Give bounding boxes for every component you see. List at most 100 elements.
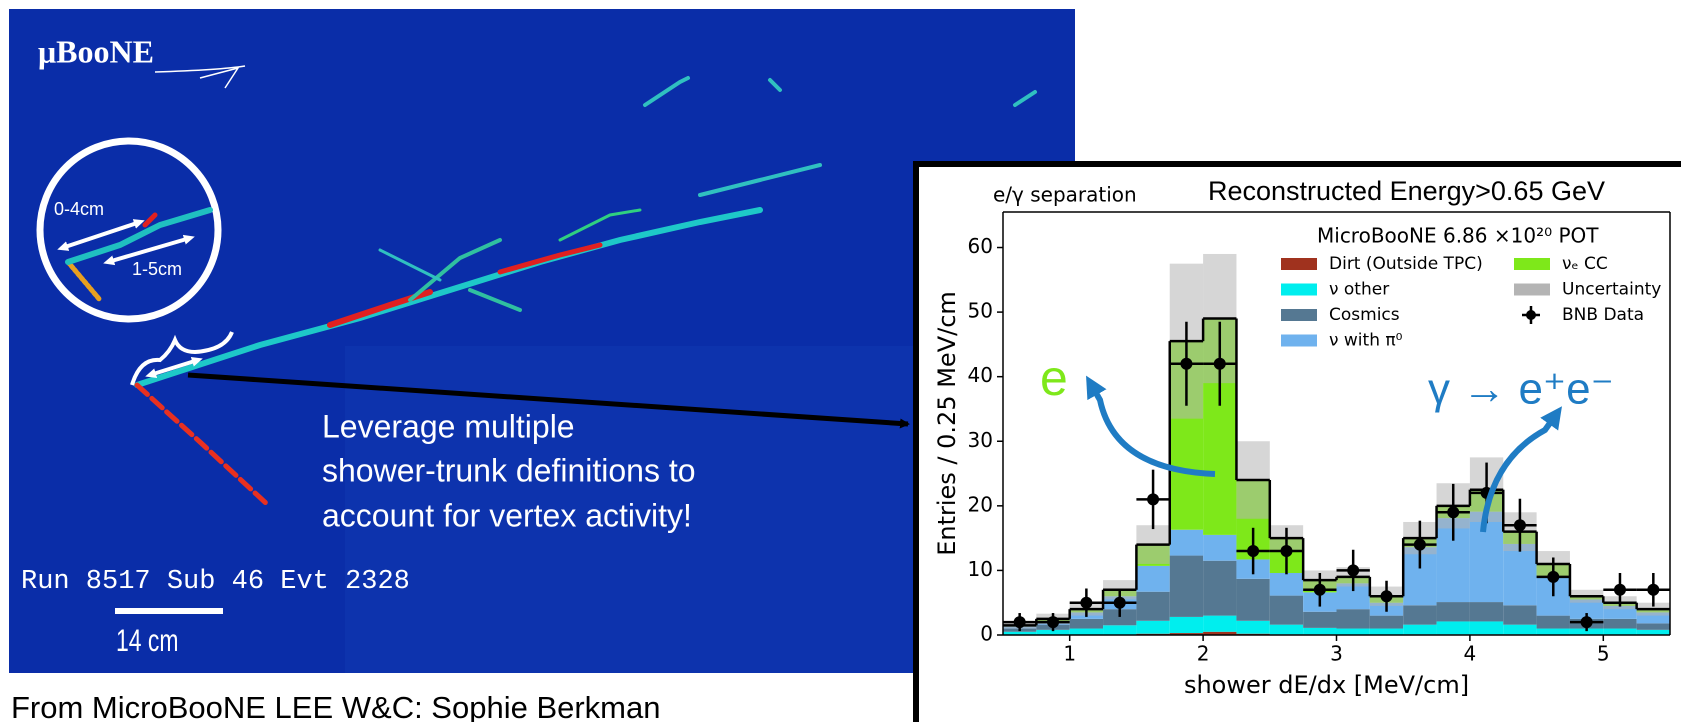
legend-label: Cosmics xyxy=(1329,305,1400,325)
legend-title: MicroBooNE 6.86 ×10²⁰ POT xyxy=(1317,224,1599,248)
data-point xyxy=(1347,564,1360,577)
data-point xyxy=(1447,506,1460,519)
stack-segment xyxy=(1603,618,1637,629)
scale-label: 14 cm xyxy=(116,623,178,658)
stack-segment xyxy=(1336,628,1370,635)
stack-segment xyxy=(1103,625,1137,635)
inset-label: 1-5cm xyxy=(132,259,182,279)
stack-segment xyxy=(1469,621,1504,635)
stack-segment xyxy=(1236,578,1270,621)
y-tick-label: 20 xyxy=(968,492,993,516)
stack-segment xyxy=(1169,616,1204,634)
inset-circle xyxy=(36,137,222,323)
data-point xyxy=(1413,538,1426,551)
data-point xyxy=(1247,545,1260,558)
stack-segment xyxy=(1503,605,1537,625)
run-label: Run 8517 Sub 46 Evt 2328 xyxy=(21,567,410,597)
annotation-e: e xyxy=(1040,350,1068,406)
chart-subtitle: e/γ separation xyxy=(993,183,1137,207)
stack-segment xyxy=(1636,629,1670,635)
data-point xyxy=(1080,596,1093,609)
stack-segment xyxy=(1269,624,1304,635)
stack-segment xyxy=(1103,609,1137,626)
data-point xyxy=(1380,590,1393,603)
logo-mark xyxy=(154,65,246,89)
x-tick-label: 2 xyxy=(1197,642,1210,666)
legend-swatch xyxy=(1281,309,1317,321)
legend-label: ν other xyxy=(1329,280,1389,300)
annotation-line: Leverage multiple xyxy=(322,408,575,444)
stack-segment xyxy=(1603,628,1637,635)
data-point xyxy=(1013,616,1026,629)
legend-marker xyxy=(1526,310,1536,320)
annotation-line: shower-trunk definitions to xyxy=(322,452,696,488)
stack-segment xyxy=(1169,529,1204,556)
stack-segment xyxy=(1203,615,1237,632)
data-point xyxy=(1280,545,1293,558)
data-point xyxy=(1580,616,1593,629)
legend-label: Dirt (Outside TPC) xyxy=(1329,254,1483,274)
stack-segment xyxy=(1569,628,1604,635)
stack-segment xyxy=(1569,599,1604,619)
chart-title: Reconstructed Energy>0.65 GeV xyxy=(1208,176,1605,206)
legend-swatch xyxy=(1281,283,1317,296)
stack-segment xyxy=(1169,633,1204,635)
stack-segment xyxy=(1303,627,1337,635)
x-tick-label: 5 xyxy=(1597,642,1610,666)
legend-label: BNB Data xyxy=(1562,305,1644,325)
stack-segment xyxy=(1536,628,1570,635)
y-tick-label: 10 xyxy=(968,557,993,581)
data-point xyxy=(1647,583,1660,596)
stack-segment xyxy=(1636,612,1670,624)
stack-segment xyxy=(1069,618,1104,629)
data-point xyxy=(1513,519,1526,532)
stack-segment xyxy=(1136,620,1170,634)
stack-segment xyxy=(1269,573,1304,596)
stack-segment xyxy=(1636,623,1670,630)
stack-segment xyxy=(1503,543,1537,606)
y-tick-label: 50 xyxy=(968,299,993,323)
legend-swatch xyxy=(1514,258,1550,270)
stack-segment xyxy=(1136,565,1170,592)
data-point xyxy=(1313,583,1326,596)
inset-arrow xyxy=(103,234,195,266)
stack-segment xyxy=(1036,629,1070,635)
pointer-arrow xyxy=(187,372,910,429)
inset-label: 0-4cm xyxy=(54,199,104,219)
x-tick-label: 4 xyxy=(1464,642,1477,666)
y-tick-label: 40 xyxy=(968,363,993,387)
y-tick-label: 0 xyxy=(980,622,993,646)
scale-bar xyxy=(115,608,223,614)
data-point xyxy=(1047,616,1060,629)
stack-segment xyxy=(1236,620,1270,634)
data-point xyxy=(1180,357,1193,370)
stack-segment xyxy=(1069,628,1104,635)
x-tick-label: 3 xyxy=(1330,642,1343,666)
stack-segment xyxy=(1403,605,1437,625)
legend-label: ν with π⁰ xyxy=(1329,331,1403,351)
x-tick-label: 1 xyxy=(1063,642,1076,666)
data-point xyxy=(1613,583,1626,596)
annotation-arrow xyxy=(1086,375,1216,477)
legend-label: Uncertainty xyxy=(1562,280,1661,300)
data-point xyxy=(1547,570,1560,583)
data-point xyxy=(1113,596,1126,609)
legend-swatch xyxy=(1281,258,1317,270)
data-point xyxy=(1213,357,1226,370)
stack-segment xyxy=(1436,602,1470,622)
stack-segment xyxy=(1436,621,1470,635)
stack-segment xyxy=(1503,624,1537,635)
stack-segment xyxy=(1469,602,1504,622)
y-tick-label: 60 xyxy=(968,234,993,258)
tracks xyxy=(134,76,1037,508)
annotation-gamma: γ → e⁺e⁻ xyxy=(1428,365,1614,414)
annotation-arrow xyxy=(1480,406,1562,533)
stack-segment xyxy=(1203,534,1237,561)
logo: μBooNE xyxy=(38,33,154,69)
y-tick-label: 30 xyxy=(968,428,993,452)
stack-segment xyxy=(1369,628,1404,635)
x-axis-label: shower dE/dx [MeV/cm] xyxy=(1184,671,1469,699)
plot: 0 10 20 30 40 50 60 1 2 3 4 5 shower dE/dx [MeV/cm] E… xyxy=(933,176,1671,699)
